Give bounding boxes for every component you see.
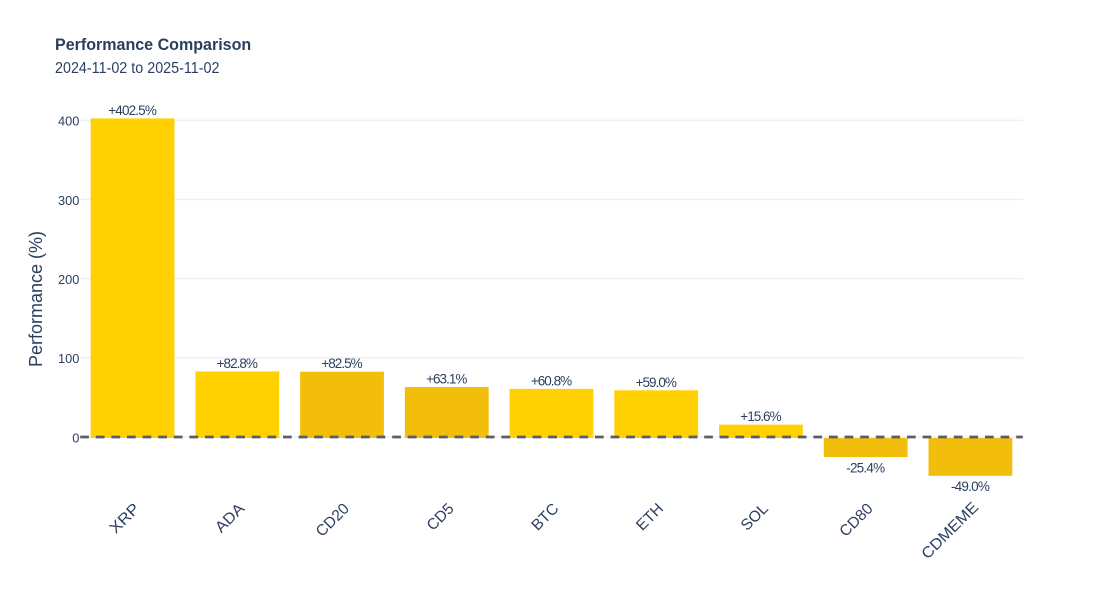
svg-text:+59.0%: +59.0% <box>636 375 677 390</box>
svg-text:2024-11-02 to 2025-11-02: 2024-11-02 to 2025-11-02 <box>55 60 220 77</box>
svg-text:+402.5%: +402.5% <box>108 103 157 118</box>
svg-text:300: 300 <box>58 193 79 208</box>
svg-text:-25.4%: -25.4% <box>846 460 885 475</box>
svg-text:+15.6%: +15.6% <box>740 409 781 424</box>
svg-text:200: 200 <box>58 272 79 287</box>
svg-text:+63.1%: +63.1% <box>426 372 467 387</box>
svg-text:+82.5%: +82.5% <box>321 356 362 371</box>
svg-text:+60.8%: +60.8% <box>531 373 572 388</box>
svg-text:-49.0%: -49.0% <box>951 479 990 494</box>
svg-text:Performance (%): Performance (%) <box>26 231 46 367</box>
svg-text:400: 400 <box>58 114 79 129</box>
svg-text:0: 0 <box>72 430 79 445</box>
svg-text:100: 100 <box>58 351 79 366</box>
svg-text:+82.8%: +82.8% <box>217 356 258 371</box>
svg-text:Performance Comparison: Performance Comparison <box>55 35 251 54</box>
